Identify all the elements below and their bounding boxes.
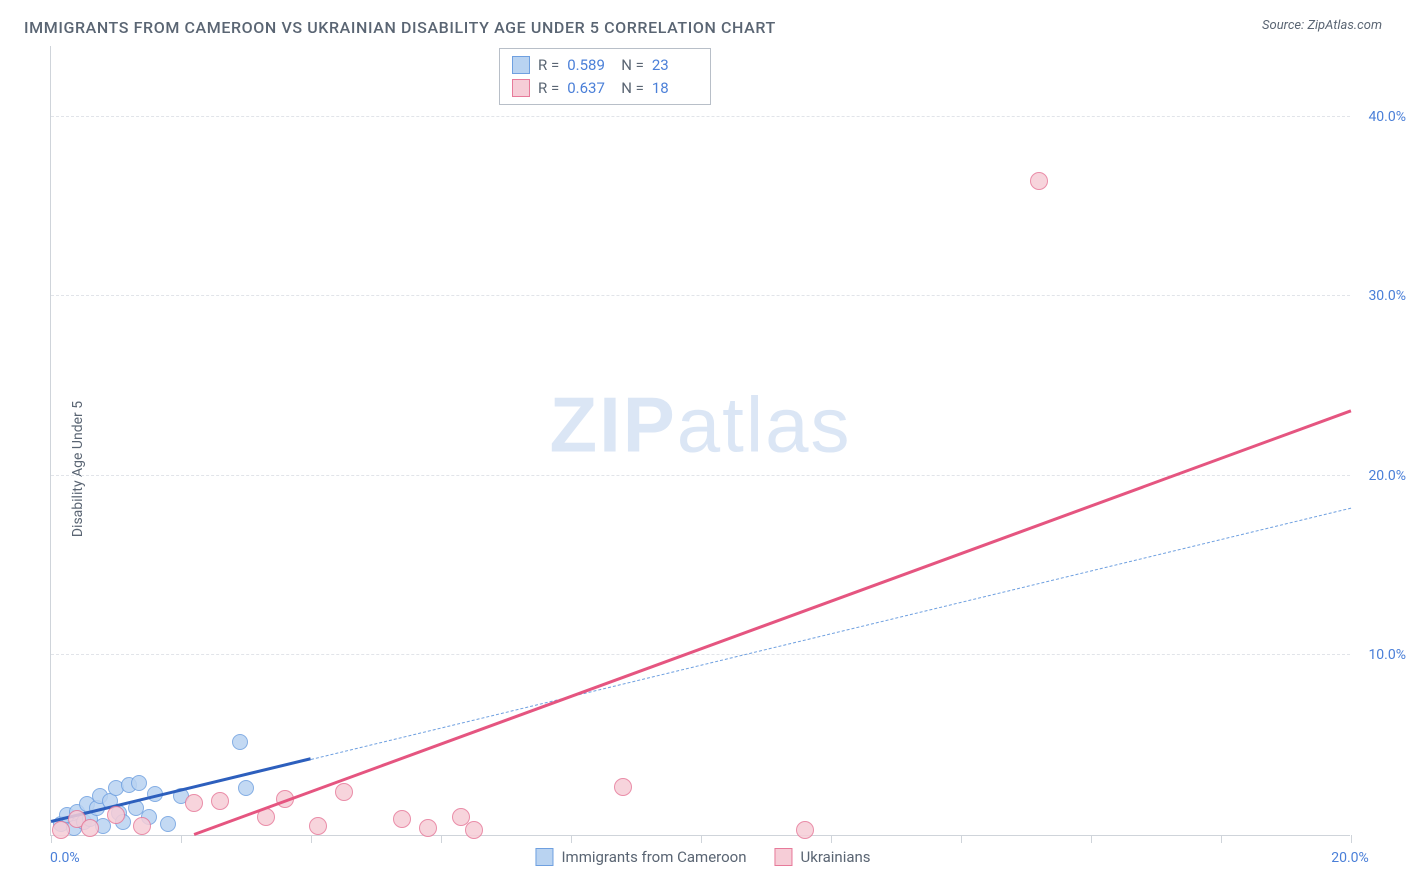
x-tick-label: 20.0% bbox=[1331, 850, 1369, 866]
data-point bbox=[335, 783, 353, 801]
data-point bbox=[419, 819, 437, 837]
x-tick bbox=[701, 835, 702, 843]
y-tick-label: 20.0% bbox=[1368, 468, 1406, 484]
data-point bbox=[211, 792, 229, 810]
x-tick bbox=[51, 835, 52, 843]
r-label: R = bbox=[538, 77, 559, 100]
n-value-1: 18 bbox=[652, 77, 698, 100]
source-prefix: Source: bbox=[1262, 18, 1307, 33]
n-value-0: 23 bbox=[652, 54, 698, 77]
x-tick bbox=[571, 835, 572, 843]
legend-swatch-1b bbox=[774, 848, 792, 866]
legend-swatch-0b bbox=[535, 848, 553, 866]
x-tick bbox=[1091, 835, 1092, 843]
data-point bbox=[796, 821, 814, 839]
data-point bbox=[232, 734, 248, 750]
y-tick-label: 10.0% bbox=[1368, 647, 1406, 663]
r-value-0: 0.589 bbox=[567, 54, 613, 77]
correlation-legend: R = 0.589 N = 23 R = 0.637 N = 18 bbox=[499, 48, 711, 105]
trend-line bbox=[311, 507, 1351, 759]
legend-swatch-0 bbox=[512, 56, 530, 74]
data-point bbox=[81, 819, 99, 837]
plot-area: ZIPatlas R = 0.589 N = 23 R = 0.637 N = … bbox=[50, 46, 1350, 836]
chart-title: IMMIGRANTS FROM CAMEROON VS UKRAINIAN DI… bbox=[24, 18, 776, 37]
gridline bbox=[51, 295, 1350, 296]
data-point bbox=[465, 821, 483, 839]
x-tick bbox=[1351, 835, 1352, 843]
gridline bbox=[51, 475, 1350, 476]
y-tick-label: 40.0% bbox=[1368, 109, 1406, 125]
legend-item-1: Ukrainians bbox=[774, 848, 870, 866]
data-point bbox=[1030, 172, 1048, 190]
watermark-atlas: atlas bbox=[677, 380, 852, 468]
legend-item-0: Immigrants from Cameroon bbox=[535, 848, 746, 866]
series-legend: Immigrants from Cameroon Ukrainians bbox=[535, 848, 870, 866]
x-tick bbox=[961, 835, 962, 843]
legend-row-series-1: R = 0.637 N = 18 bbox=[512, 77, 698, 100]
trend-line bbox=[194, 409, 1352, 835]
x-tick bbox=[831, 835, 832, 843]
data-point bbox=[185, 794, 203, 812]
data-point bbox=[309, 817, 327, 835]
watermark-zip: ZIP bbox=[549, 380, 676, 468]
source-name: ZipAtlas.com bbox=[1307, 18, 1382, 33]
data-point bbox=[107, 806, 125, 824]
data-point bbox=[160, 816, 176, 832]
gridline bbox=[51, 116, 1350, 117]
data-point bbox=[614, 778, 632, 796]
legend-row-series-0: R = 0.589 N = 23 bbox=[512, 54, 698, 77]
n-label: N = bbox=[621, 54, 644, 77]
r-value-1: 0.637 bbox=[567, 77, 613, 100]
legend-label-0: Immigrants from Cameroon bbox=[561, 848, 746, 866]
n-label: N = bbox=[621, 77, 644, 100]
x-tick bbox=[441, 835, 442, 843]
legend-swatch-1 bbox=[512, 79, 530, 97]
chart-container: Disability Age Under 5 ZIPatlas R = 0.58… bbox=[0, 46, 1406, 892]
x-tick bbox=[1221, 835, 1222, 843]
data-point bbox=[52, 821, 70, 839]
x-tick bbox=[311, 835, 312, 843]
legend-label-1: Ukrainians bbox=[800, 848, 870, 866]
y-tick-label: 30.0% bbox=[1368, 288, 1406, 304]
x-tick bbox=[181, 835, 182, 843]
data-point bbox=[238, 780, 254, 796]
data-point bbox=[131, 775, 147, 791]
data-point bbox=[393, 810, 411, 828]
gridline bbox=[51, 654, 1350, 655]
watermark: ZIPatlas bbox=[549, 379, 851, 470]
source-attribution: Source: ZipAtlas.com bbox=[1262, 18, 1382, 33]
data-point bbox=[133, 817, 151, 835]
x-tick-label: 0.0% bbox=[50, 850, 80, 866]
r-label: R = bbox=[538, 54, 559, 77]
